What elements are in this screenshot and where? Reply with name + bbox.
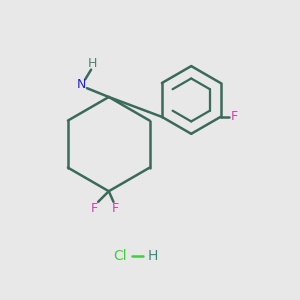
Text: H: H <box>88 57 97 70</box>
Text: F: F <box>231 110 238 123</box>
Text: F: F <box>91 202 98 215</box>
Text: F: F <box>112 202 119 215</box>
Text: H: H <box>147 249 158 263</box>
Text: Cl: Cl <box>114 249 128 263</box>
Text: N: N <box>77 78 86 91</box>
